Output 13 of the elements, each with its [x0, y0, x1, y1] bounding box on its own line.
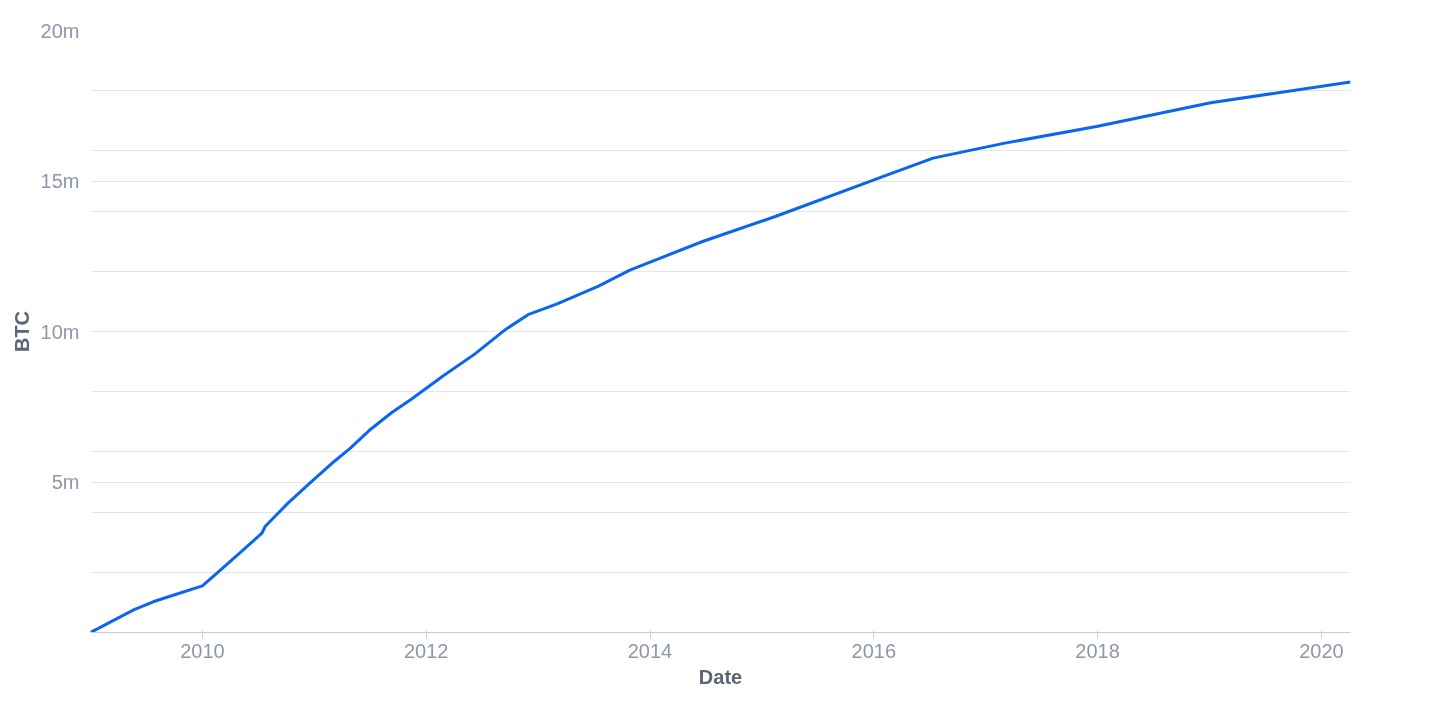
y-tick-label: 5m — [51, 471, 80, 493]
x-tick-label: 2020 — [1299, 639, 1344, 662]
x-tick-label: 2014 — [627, 639, 673, 662]
x-tick-label: 2012 — [403, 639, 449, 662]
y-tick-label: 10m — [40, 320, 80, 343]
x-tick-label: 2018 — [1075, 639, 1120, 662]
y-axis-title: BTC — [10, 310, 33, 353]
y-tick-label: 15m — [40, 170, 80, 192]
line-series — [90, 80, 1351, 633]
x-tick-label: 2010 — [180, 639, 225, 662]
x-axis-title: Date — [698, 665, 743, 688]
y-tick-label: 20m — [40, 19, 80, 42]
x-tick-label: 2016 — [851, 639, 897, 662]
